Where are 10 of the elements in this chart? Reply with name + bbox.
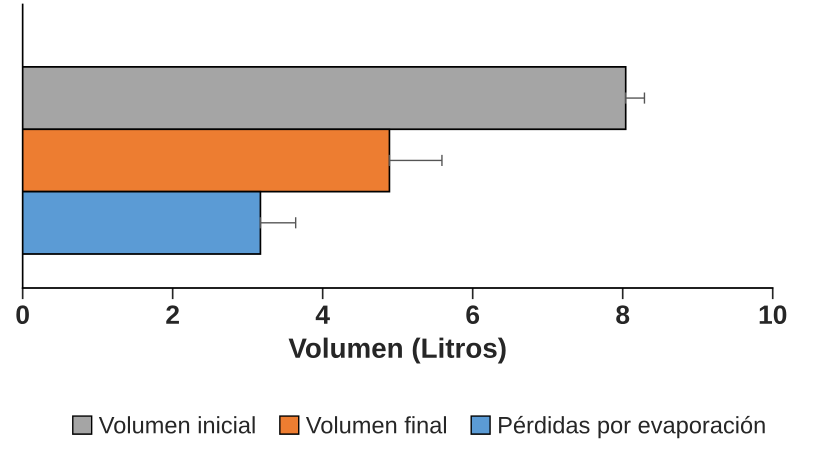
x-tick-label: 10 (760, 305, 786, 324)
x-tick-label: 6 (466, 305, 480, 324)
legend-label: Volumen inicial (98, 416, 255, 434)
x-tick-label: 4 (316, 306, 330, 324)
x-tick-label: 2 (166, 305, 179, 324)
legend-label: Pérdidas por evaporación (499, 416, 765, 438)
legend-label: Volumen final (306, 416, 446, 434)
x-axis-title: Volumen (Litros) (288, 338, 506, 364)
x-tick-label: 0 (16, 305, 29, 324)
x-tick-label: 8 (616, 305, 630, 324)
